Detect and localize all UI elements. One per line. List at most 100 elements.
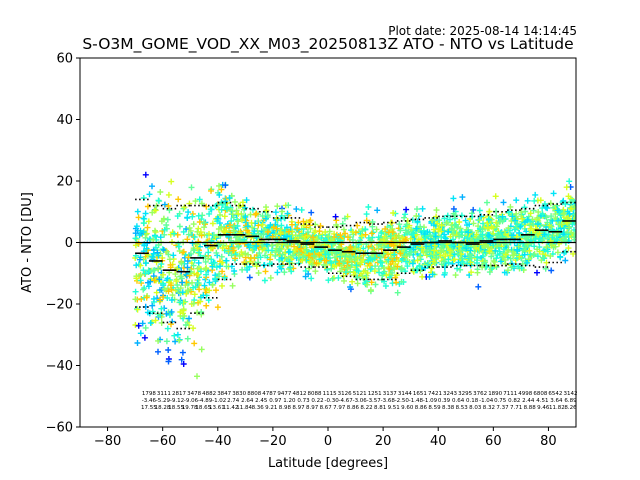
x-tick-label: −60: [149, 434, 176, 449]
scatter-point: [305, 252, 312, 259]
scatter-point: [136, 232, 143, 239]
scatter-point: [161, 226, 168, 233]
bin-stat-label: 2817: [172, 391, 186, 397]
bin-stat-label: 18.55: [168, 405, 184, 411]
scatter-point: [165, 288, 172, 295]
scatter-point: [409, 260, 416, 267]
y-tick-label: 60: [56, 52, 73, 67]
scatter-point: [245, 232, 252, 239]
scatter-point: [490, 224, 497, 231]
scatter-point: [210, 231, 217, 238]
scatter-point: [391, 246, 398, 253]
scatter-point: [543, 243, 550, 250]
scatter-point: [180, 248, 187, 255]
scatter-point: [242, 214, 249, 220]
bin-stat-label: 2.44: [522, 398, 535, 404]
scatter-point: [140, 286, 147, 293]
x-tick-label: 80: [540, 434, 557, 449]
bin-stat-label: -2.50: [395, 398, 410, 404]
bin-stat-label: 3762: [473, 391, 487, 397]
scatter-point: [302, 267, 309, 274]
scatter-point: [163, 338, 170, 345]
x-axis-label: Latitude [degrees]: [268, 456, 388, 471]
scatter-point: [233, 207, 240, 214]
scatter-point: [375, 234, 382, 241]
scatter-point: [140, 267, 147, 274]
scatter-point: [389, 229, 396, 236]
scatter-point: [419, 244, 425, 251]
scatter-point: [430, 251, 437, 258]
scatter-point: [442, 269, 448, 276]
scatter-point: [155, 266, 162, 273]
scatter-point: [190, 284, 197, 291]
scatter-point: [348, 256, 354, 263]
scatter-point: [155, 197, 162, 204]
scatter-point: [308, 275, 315, 282]
scatter-point: [404, 263, 411, 270]
scatter-point: [465, 229, 472, 236]
scatter-point: [393, 279, 400, 286]
bin-stat-label: 3243: [443, 391, 457, 397]
scatter-point: [163, 248, 170, 255]
scatter-point: [155, 252, 162, 259]
scatter-point: [245, 223, 251, 230]
scatter-point: [458, 228, 465, 235]
scatter-point: [427, 232, 434, 239]
scatter-point: [197, 229, 204, 236]
scatter-point: [410, 230, 417, 237]
scatter-point: [358, 259, 365, 266]
scatter-point: [159, 246, 166, 253]
scatter-point: [159, 280, 166, 287]
scatter-point: [402, 253, 409, 260]
scatter-point: [448, 242, 455, 249]
scatter-point: [386, 240, 393, 247]
scatter-point: [520, 247, 527, 254]
x-tick-label: 20: [375, 434, 392, 449]
scatter-point: [187, 250, 194, 257]
scatter-point: [519, 215, 526, 222]
bin-stat-label: 0.18: [466, 398, 479, 404]
bin-stat-label: 8.67: [320, 405, 333, 411]
bin-stat-label: 1251: [368, 391, 382, 397]
scatter-point: [561, 209, 568, 216]
scatter-point: [170, 252, 177, 259]
scatter-point: [318, 235, 325, 241]
scatter-point: [508, 264, 515, 271]
scatter-point: [441, 231, 448, 238]
scatter-point: [363, 211, 370, 218]
scatter-point: [387, 250, 394, 257]
scatter-point: [168, 286, 175, 293]
bin-stat-label: 0.73: [297, 398, 310, 404]
scatter-point: [195, 212, 202, 219]
scatter-point: [164, 216, 171, 223]
bin-stat-label: -4.89: [198, 398, 213, 404]
scatter-point: [222, 182, 229, 189]
scatter-point: [249, 206, 256, 213]
scatter-point: [511, 226, 518, 233]
scatter-point: [158, 218, 165, 225]
scatter-point: [557, 253, 564, 260]
bin-stat-label: 3295: [458, 391, 472, 397]
scatter-point: [571, 236, 576, 243]
bin-stat-label: -1.09: [423, 398, 438, 404]
scatter-point: [203, 302, 210, 309]
scatter-point: [246, 274, 253, 281]
scatter-point: [149, 254, 156, 260]
scatter-point: [281, 269, 288, 276]
scatter-point: [486, 248, 493, 255]
scatter-point: [184, 236, 191, 243]
scatter-point: [201, 282, 208, 289]
bin-stat-label: 7.37: [496, 405, 509, 411]
scatter-point: [287, 264, 294, 271]
scatter-point: [142, 260, 149, 267]
scatter-point: [476, 217, 483, 224]
scatter-point: [479, 264, 486, 271]
scatter-point: [450, 195, 457, 202]
scatter-point: [150, 250, 157, 257]
scatter-point: [187, 227, 194, 234]
scatter-point: [198, 232, 205, 239]
scatter-point: [235, 243, 242, 250]
scatter-point: [397, 227, 404, 234]
scatter-point: [231, 268, 238, 274]
scatter-point: [236, 253, 243, 259]
